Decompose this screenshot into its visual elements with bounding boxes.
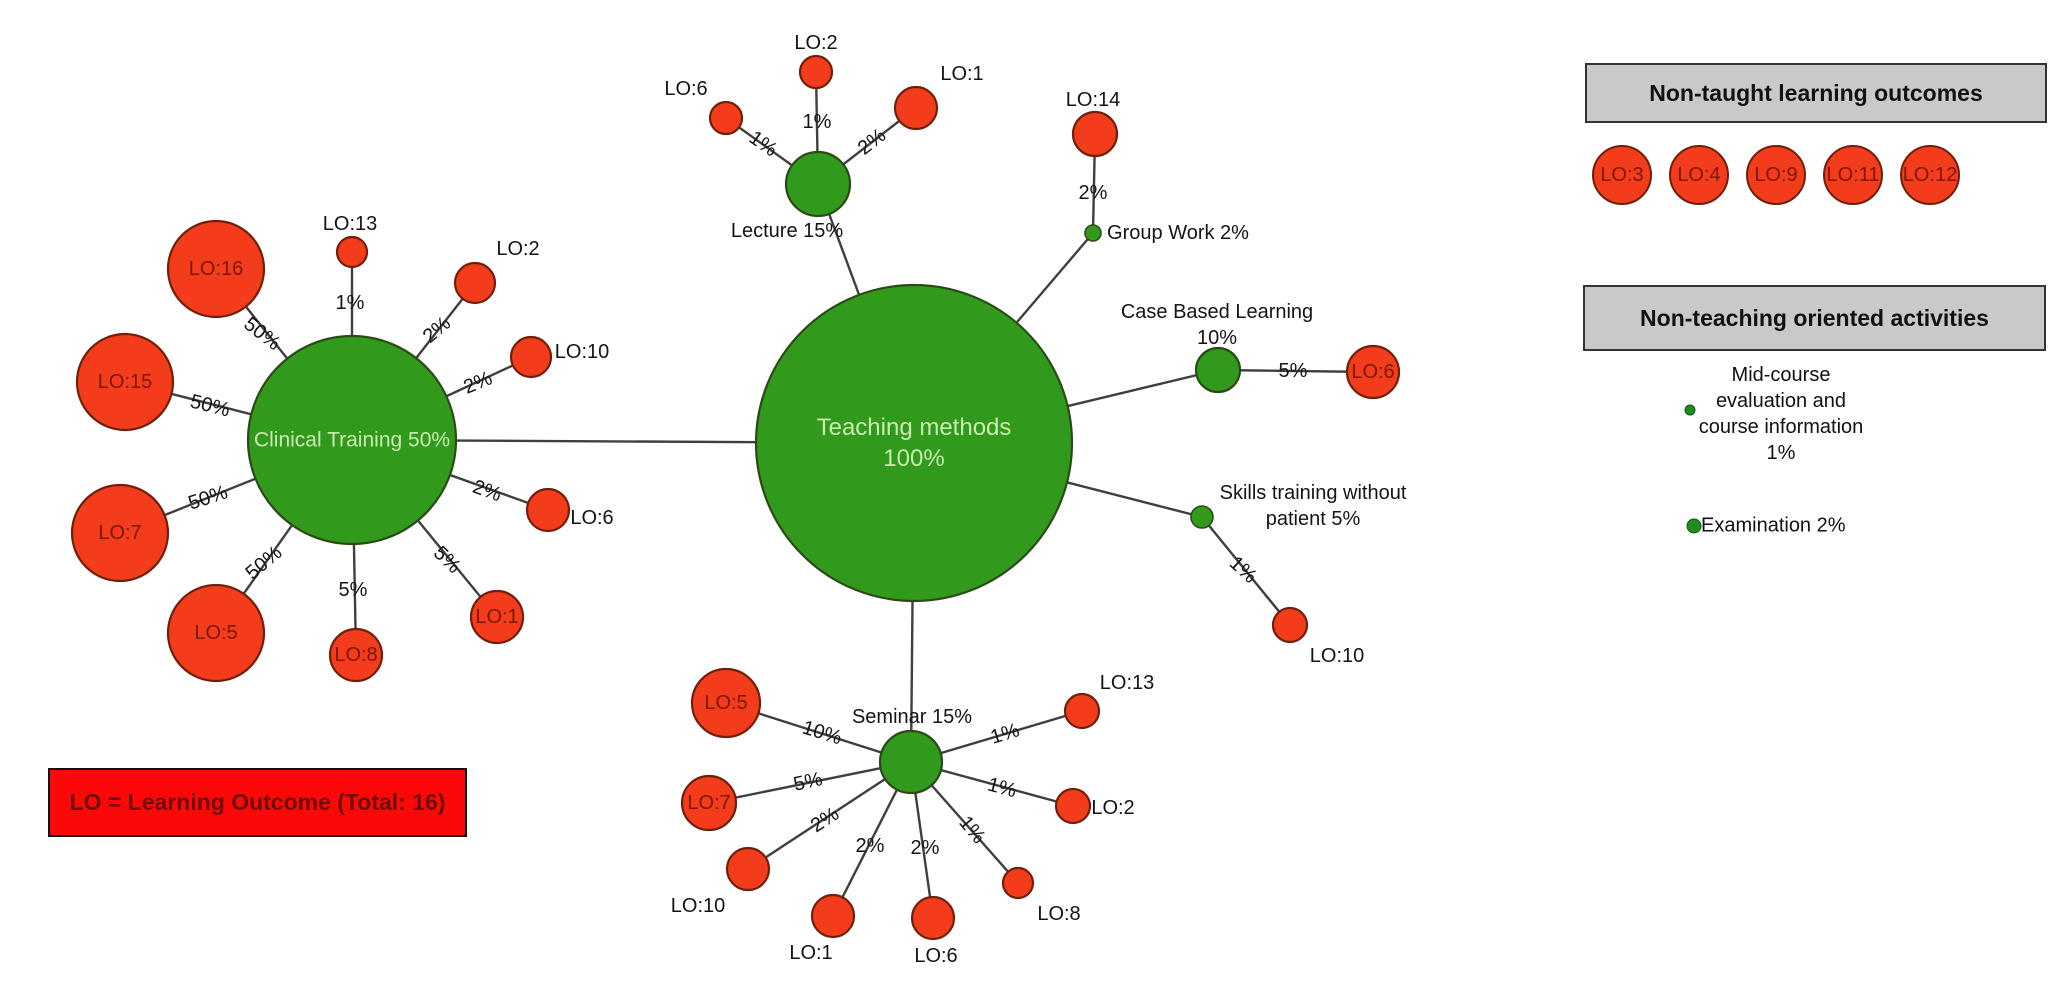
midcourse-activity-label: Mid-course evaluation and course informa… (1699, 362, 1864, 466)
node-sem-lo10 (725, 846, 771, 892)
legend-label: LO = Learning Outcome (Total: 16) (69, 789, 446, 815)
node-seminar (878, 729, 944, 795)
examination-activity-label: Examination 2% (1701, 514, 1846, 537)
node-cl-lo10 (509, 335, 553, 379)
non-teaching-header-label: Non-teaching oriented activities (1640, 304, 1989, 331)
non-taught-outcome-circle: LO:4 (1669, 145, 1729, 205)
node-clinical (246, 334, 458, 546)
node-sem-lo7 (680, 774, 738, 832)
legend-box: LO = Learning Outcome (Total: 16) (48, 768, 467, 837)
outcome-label: LO:9 (1754, 163, 1798, 186)
node-sk-lo10 (1271, 606, 1309, 644)
non-taught-outcome-circle: LO:12 (1900, 145, 1960, 205)
node-sem-lo13 (1063, 692, 1101, 730)
edge-skills-sk-lo10 (1201, 516, 1291, 626)
outcome-label: LO:4 (1677, 163, 1721, 186)
node-cl-lo15 (75, 332, 175, 432)
outcome-label: LO:11 (1826, 163, 1880, 186)
midcourse-line: 1% (1766, 442, 1796, 464)
edge-seminar-sem-lo7 (708, 760, 912, 805)
non-taught-outcome-circle: LO:3 (1592, 145, 1652, 205)
node-cl-lo7 (70, 483, 170, 583)
node-cl-lo1 (469, 589, 525, 645)
node-lecture (784, 150, 852, 218)
node-lec-lo2 (798, 54, 834, 90)
non-taught-outcome-circle: LO:11 (1823, 145, 1883, 205)
node-cbl-lo6 (1345, 344, 1401, 400)
node-teaching (754, 283, 1074, 603)
node-sem-lo1 (810, 893, 856, 939)
node-lec-lo6 (708, 100, 744, 136)
non-taught-header: Non-taught learning outcomes (1585, 63, 2047, 123)
non-taught-outcomes-row: LO:3 LO:4 LO:9 LO:11 LO:12 (1592, 145, 1960, 205)
non-taught-outcome-circle: LO:9 (1746, 145, 1806, 205)
node-lec-lo1 (893, 85, 939, 131)
node-gw-lo14 (1071, 110, 1119, 158)
node-groupwork (1084, 224, 1102, 242)
midcourse-dot-icon (1684, 404, 1696, 416)
node-cbl (1194, 346, 1242, 394)
node-sem-lo6 (910, 895, 956, 941)
node-skills (1190, 505, 1214, 529)
outcome-label: LO:12 (1902, 163, 1958, 186)
non-taught-header-label: Non-taught learning outcomes (1649, 79, 1983, 106)
midcourse-line: course information (1698, 416, 1864, 438)
node-cl-lo16 (166, 219, 266, 319)
midcourse-line: evaluation and (1715, 390, 1847, 412)
node-cl-lo8 (328, 627, 384, 683)
node-cl-lo13 (335, 235, 369, 269)
node-cl-lo2 (453, 261, 497, 305)
outcome-label: LO:3 (1600, 163, 1644, 186)
midcourse-line: Mid-course (1731, 364, 1831, 386)
node-cl-lo5 (166, 583, 266, 683)
node-cl-lo6 (525, 487, 571, 533)
node-sem-lo5 (690, 667, 762, 739)
non-teaching-header: Non-teaching oriented activities (1583, 285, 2046, 351)
examination-dot-icon (1686, 518, 1702, 534)
edge-seminar-sem-lo10 (747, 760, 912, 871)
node-sem-lo2 (1054, 787, 1092, 825)
node-sem-lo8 (1001, 866, 1035, 900)
